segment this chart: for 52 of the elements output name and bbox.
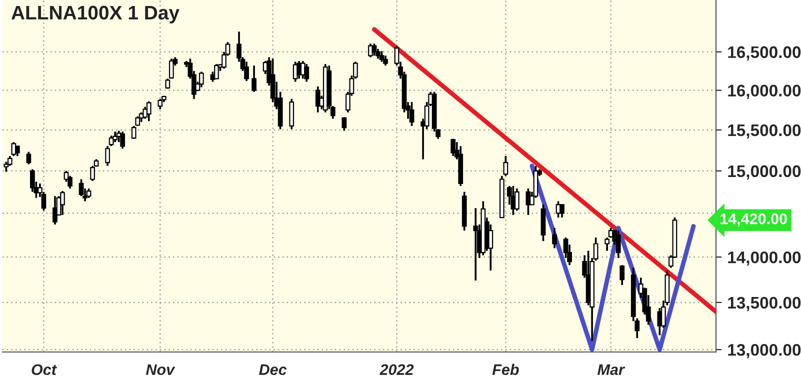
chart-title: ALLNA100X 1 Day	[11, 6, 180, 24]
candlestick	[289, 98, 294, 130]
candlestick	[244, 60, 249, 82]
candlestick	[514, 188, 520, 212]
candlestick	[199, 70, 204, 88]
candlestick	[68, 175, 72, 190]
x-tick-label: Feb	[492, 364, 519, 376]
candlestick	[552, 227, 557, 250]
text: 14,420.00	[720, 213, 787, 226]
candlestick	[560, 204, 564, 218]
candlestick	[120, 130, 126, 150]
candlestick	[503, 155, 508, 177]
candlestick	[304, 63, 310, 83]
x-tick-label: Mar	[598, 364, 626, 376]
x-tick-label: 2022	[380, 364, 414, 376]
y-tick-label: 13,500.00	[728, 296, 801, 312]
candlestick	[379, 50, 384, 63]
candlestick	[14, 145, 20, 157]
candlestick	[86, 188, 92, 199]
candlestick	[146, 100, 152, 122]
candlestick	[214, 63, 219, 80]
y-tick-label: 13,000.00	[728, 344, 801, 358]
candlestick	[105, 145, 110, 167]
y-tick-label: 14,000.00	[728, 251, 801, 266]
y-tick-label: 15,500.00	[728, 124, 801, 139]
candlestick	[620, 264, 625, 286]
candlestick	[372, 42, 377, 57]
candlestick	[342, 116, 347, 132]
candlestick	[60, 190, 65, 216]
candlestick	[616, 230, 621, 259]
x-tick-label: Nov	[146, 364, 176, 376]
y-tick-label: 15,000.00	[728, 165, 801, 180]
candlestick	[142, 106, 148, 120]
candlestick	[473, 207, 478, 282]
candlestick	[488, 224, 494, 272]
candlestick	[252, 64, 256, 93]
candlestick	[52, 195, 58, 226]
candlestick	[108, 134, 114, 148]
candlestick	[376, 48, 380, 60]
candlestick	[450, 138, 456, 157]
candlestick	[409, 101, 414, 127]
candlestick	[11, 141, 16, 157]
candlestick	[112, 130, 118, 144]
candlestick	[158, 98, 163, 110]
x-tick-label: Dec	[259, 364, 287, 376]
candlestick	[78, 178, 84, 198]
candlestick	[383, 54, 388, 66]
y-tick-label: 16,500.00	[728, 46, 801, 61]
y-tick-label: 16,000.00	[728, 84, 801, 99]
line-series	[530, 164, 696, 352]
candlestick	[26, 150, 32, 166]
x-tick-label: Oct	[32, 364, 57, 376]
